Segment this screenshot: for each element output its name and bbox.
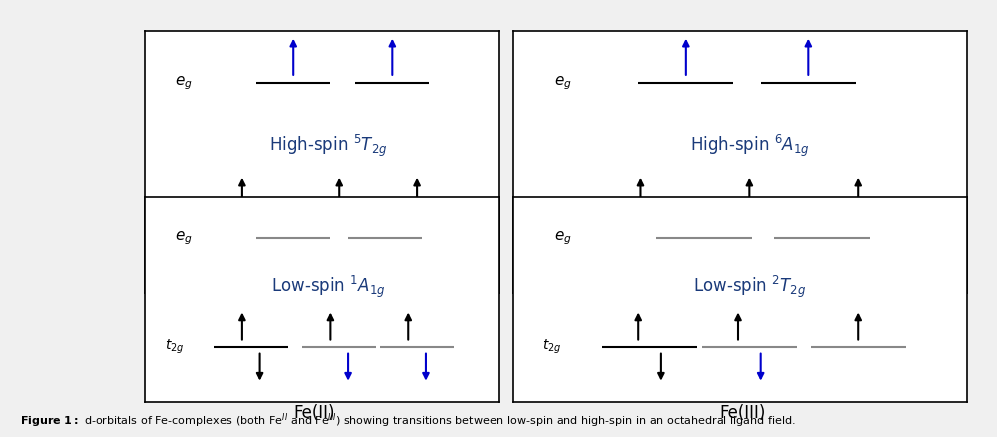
Text: Low-spin $^{2}T_{2g}$: Low-spin $^{2}T_{2g}$	[693, 274, 806, 300]
Text: $e_g$: $e_g$	[554, 74, 572, 92]
Text: High-spin $^{6}A_{1g}$: High-spin $^{6}A_{1g}$	[690, 133, 810, 159]
Text: $t_{2g}$: $t_{2g}$	[165, 337, 184, 356]
Text: Fe(II): Fe(II)	[293, 404, 335, 422]
Text: $t_{2g}$: $t_{2g}$	[542, 337, 561, 356]
Text: Fe(III): Fe(III)	[720, 404, 766, 422]
Text: Low-spin $^{1}A_{1g}$: Low-spin $^{1}A_{1g}$	[271, 274, 386, 300]
Text: $e_g$: $e_g$	[554, 229, 572, 246]
Text: $t_{2g}$: $t_{2g}$	[542, 213, 561, 231]
Text: $e_g$: $e_g$	[174, 74, 192, 92]
Text: $t_{2g}$: $t_{2g}$	[165, 213, 184, 231]
Text: High-spin $^{5}T_{2g}$: High-spin $^{5}T_{2g}$	[269, 133, 388, 159]
Text: $e_g$: $e_g$	[174, 229, 192, 246]
Text: $\mathbf{Figure\ 1:}$ d-orbitals of Fe-complexes (both Fe$^{II}$ and Fe$^{III}$): $\mathbf{Figure\ 1:}$ d-orbitals of Fe-c…	[20, 412, 796, 430]
